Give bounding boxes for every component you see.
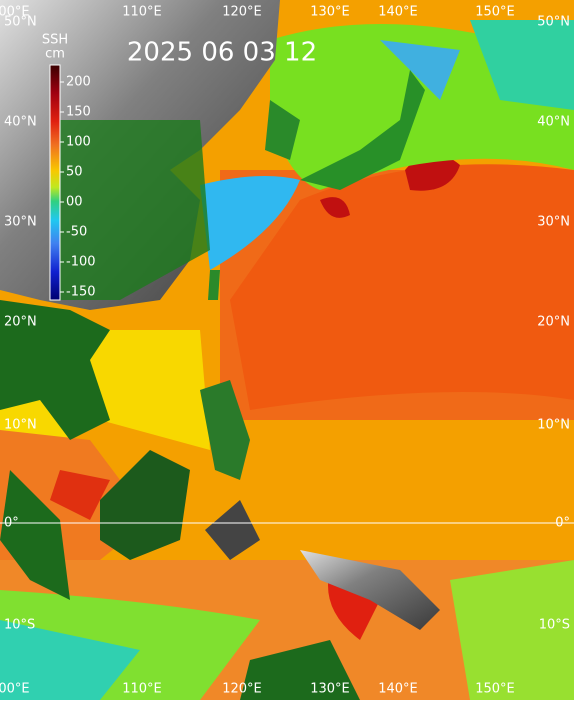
lon-label: 110°E <box>122 5 162 20</box>
lat-label: 50°N <box>537 15 570 30</box>
lon-label: 120°E <box>222 682 262 697</box>
lon-label: 120°E <box>222 5 262 20</box>
lat-label: 0° <box>4 516 19 531</box>
colorbar-tick-label: -50 <box>66 225 87 240</box>
lat-label: 20°N <box>537 315 570 330</box>
colorbar-tick-label: 50 <box>66 165 83 180</box>
lat-label: 10°N <box>4 418 37 433</box>
lat-label: 30°N <box>537 215 570 230</box>
lat-label: 10°N <box>537 418 570 433</box>
lat-label: 10°S <box>539 618 570 633</box>
lat-label: 10°S <box>4 618 35 633</box>
colorbar-tick-label: -100 <box>66 255 96 270</box>
colorbar-unit: cm <box>45 47 65 62</box>
lon-label: 150°E <box>475 5 515 20</box>
lon-label: 140°E <box>378 682 418 697</box>
colorbar <box>49 64 61 301</box>
colorbar-tick-label: 150 <box>66 105 91 120</box>
colorbar-tick-label: 100 <box>66 135 91 150</box>
lat-label: 40°N <box>537 115 570 130</box>
colorbar-title: SSH <box>42 33 68 48</box>
land <box>0 0 440 700</box>
lon-label: 00°E <box>0 5 30 20</box>
lon-label: 130°E <box>310 5 350 20</box>
lat-label: 50°N <box>4 15 37 30</box>
lon-label: 00°E <box>0 682 30 697</box>
lon-label: 110°E <box>122 682 162 697</box>
map-title: 2025 06 03 12 <box>127 38 317 68</box>
lon-label: 140°E <box>378 5 418 20</box>
lat-label: 40°N <box>4 115 37 130</box>
lat-label: 20°N <box>4 315 37 330</box>
lon-label: 150°E <box>475 682 515 697</box>
lat-label: 30°N <box>4 215 37 230</box>
lat-label: 0° <box>555 516 570 531</box>
colorbar-tick-label: 200 <box>66 75 91 90</box>
lon-label: 130°E <box>310 682 350 697</box>
colorbar-tick-label: 00 <box>66 195 83 210</box>
colorbar-tick-label: -150 <box>66 285 96 300</box>
